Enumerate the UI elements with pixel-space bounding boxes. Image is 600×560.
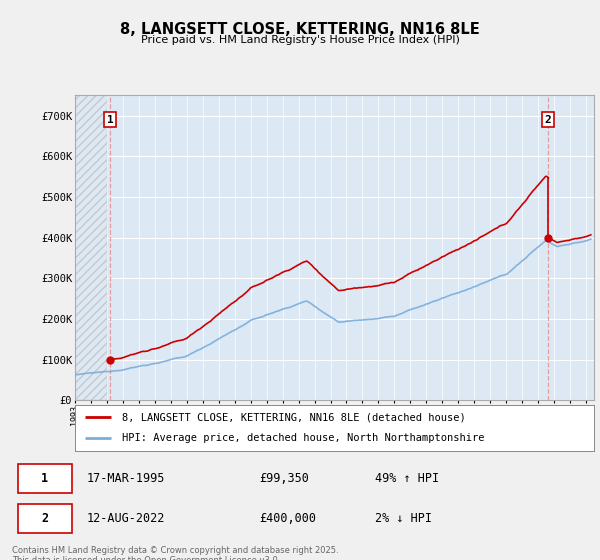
Text: 8, LANGSETT CLOSE, KETTERING, NN16 8LE (detached house): 8, LANGSETT CLOSE, KETTERING, NN16 8LE (… [122, 412, 466, 422]
Text: 2: 2 [41, 512, 49, 525]
FancyBboxPatch shape [18, 464, 73, 493]
Text: 8, LANGSETT CLOSE, KETTERING, NN16 8LE: 8, LANGSETT CLOSE, KETTERING, NN16 8LE [120, 22, 480, 38]
Text: 2% ↓ HPI: 2% ↓ HPI [375, 512, 432, 525]
Text: 12-AUG-2022: 12-AUG-2022 [87, 512, 165, 525]
Text: Contains HM Land Registry data © Crown copyright and database right 2025.
This d: Contains HM Land Registry data © Crown c… [12, 546, 338, 560]
Text: 49% ↑ HPI: 49% ↑ HPI [375, 472, 439, 485]
Bar [75, 95, 107, 400]
Text: HPI: Average price, detached house, North Northamptonshire: HPI: Average price, detached house, Nort… [122, 433, 484, 444]
Text: 1: 1 [107, 115, 113, 125]
Text: £400,000: £400,000 [260, 512, 317, 525]
Text: 1: 1 [41, 472, 49, 485]
Text: 2: 2 [545, 115, 551, 125]
Text: 17-MAR-1995: 17-MAR-1995 [87, 472, 165, 485]
FancyBboxPatch shape [18, 505, 73, 533]
Text: £99,350: £99,350 [260, 472, 310, 485]
Text: Price paid vs. HM Land Registry's House Price Index (HPI): Price paid vs. HM Land Registry's House … [140, 35, 460, 45]
